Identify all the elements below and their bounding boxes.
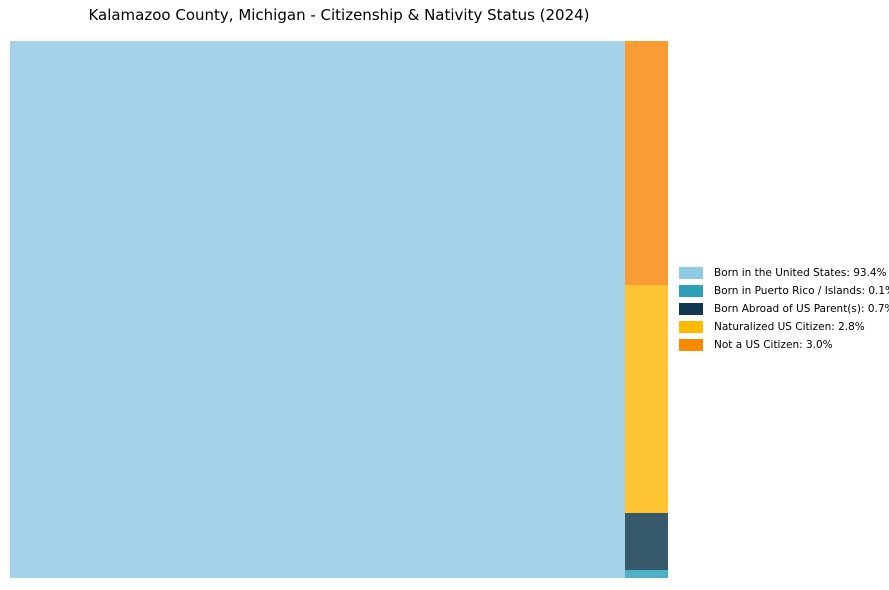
- legend-swatch-icon: [679, 267, 703, 279]
- chart-title: Kalamazoo County, Michigan - Citizenship…: [88, 6, 590, 24]
- legend-label: Born in the United States: 93.4%: [714, 267, 887, 279]
- legend-item-not-a-us-citizen: Not a US Citizen: 3.0%: [679, 339, 889, 351]
- legend-item-born-abroad-of-us-parent-s: Born Abroad of US Parent(s): 0.7%: [679, 303, 889, 315]
- treemap-rect-born-abroad-of-us-parent-s: [625, 512, 668, 570]
- legend-swatch-icon: [679, 339, 703, 351]
- treemap-rect-not-a-us-citizen: [625, 41, 668, 286]
- legend-swatch-icon: [679, 285, 703, 297]
- legend-label: Born in Puerto Rico / Islands: 0.1%: [714, 285, 889, 297]
- legend-swatch-icon: [679, 303, 703, 315]
- legend: Born in the United States: 93.4% Born in …: [679, 267, 889, 357]
- legend-label: Not a US Citizen: 3.0%: [714, 339, 833, 351]
- legend-label: Naturalized US Citizen: 2.8%: [714, 321, 865, 333]
- treemap: [10, 41, 668, 578]
- legend-item-naturalized-us-citizen: Naturalized US Citizen: 2.8%: [679, 321, 889, 333]
- treemap-rect-born-in-the-united-states: [10, 41, 625, 578]
- treemap-rect-born-in-puerto-rico-islands: [625, 569, 668, 578]
- legend-item-born-in-the-united-states: Born in the United States: 93.4%: [679, 267, 889, 279]
- legend-swatch-icon: [679, 321, 703, 333]
- legend-item-born-in-puerto-rico-islands: Born in Puerto Rico / Islands: 0.1%: [679, 285, 889, 297]
- legend-label: Born Abroad of US Parent(s): 0.7%: [714, 303, 889, 315]
- treemap-rect-naturalized-us-citizen: [625, 285, 668, 513]
